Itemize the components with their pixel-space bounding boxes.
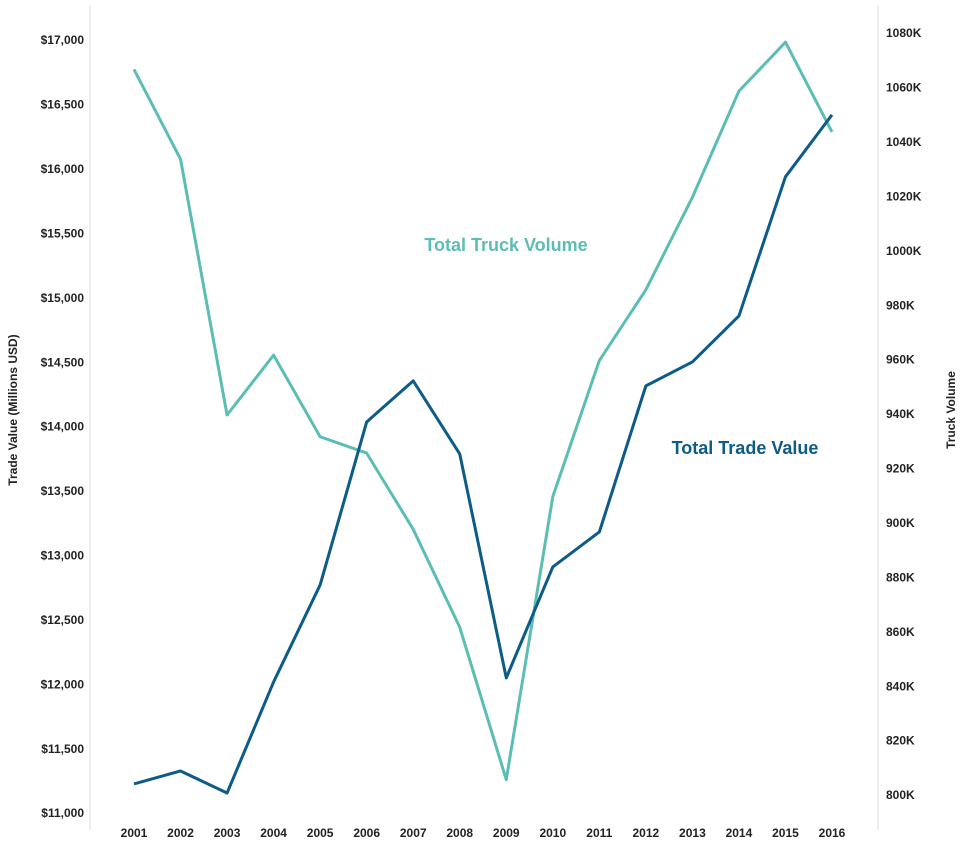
y2-tick-label: 800K [886,788,915,802]
x-tick-label: 2008 [446,826,473,840]
y2-tick-label: 880K [886,570,915,584]
y2-tick-label: 820K [886,734,915,748]
x-tick-label: 2015 [772,826,799,840]
y-tick-label: $12,000 [41,677,85,691]
x-tick-label: 2005 [307,826,334,840]
x-tick-label: 2014 [726,826,753,840]
y2-tick-label: 1000K [886,244,922,258]
y-tick-label: $11,000 [41,806,84,820]
y-tick-label: $11,500 [41,742,84,756]
y2-tick-label: 1040K [886,135,922,149]
y2-tick-label: 980K [886,298,915,312]
x-tick-label: 2007 [400,826,427,840]
y-tick-label: $16,500 [41,98,85,112]
y-tick-label: $14,000 [41,420,85,434]
x-tick-label: 2006 [353,826,380,840]
y2-tick-label: 860K [886,625,915,639]
x-tick-label: 2003 [214,826,241,840]
y-axis-title: Trade Value (Millions USD) [6,334,20,485]
y2-tick-label: 940K [886,407,915,421]
y-tick-label: $15,500 [41,226,85,240]
x-tick-label: 2016 [819,826,846,840]
x-tick-label: 2013 [679,826,706,840]
x-tick-label: 2009 [493,826,520,840]
y-tick-label: $12,500 [41,613,85,627]
y2-tick-label: 1020K [886,189,922,203]
y-tick-label: $13,000 [41,549,85,563]
x-tick-label: 2012 [633,826,660,840]
x-tick-label: 2011 [586,826,612,840]
x-tick-label: 2001 [121,826,148,840]
series-line [132,40,834,782]
y-tick-label: $15,000 [41,291,85,305]
y-tick-label: $17,000 [41,33,85,47]
y2-tick-label: 840K [886,679,915,693]
y2-tick-label: 920K [886,462,915,476]
y2-tick-label: 1060K [886,81,922,95]
y-tick-label: $13,500 [41,484,85,498]
series-label: Total Trade Value [672,438,819,458]
y-tick-label: $16,000 [41,162,85,176]
x-tick-label: 2004 [260,826,287,840]
y-tick-label: $14,500 [41,355,85,369]
series-label: Total Truck Volume [424,235,587,255]
y2-tick-label: 1080K [886,26,922,40]
y2-axis-title: Truck Volume [944,371,958,449]
x-tick-label: 2002 [167,826,194,840]
x-tick-label: 2010 [539,826,566,840]
y2-tick-label: 960K [886,353,915,367]
series-line [133,113,834,795]
y2-tick-label: 900K [886,516,915,530]
